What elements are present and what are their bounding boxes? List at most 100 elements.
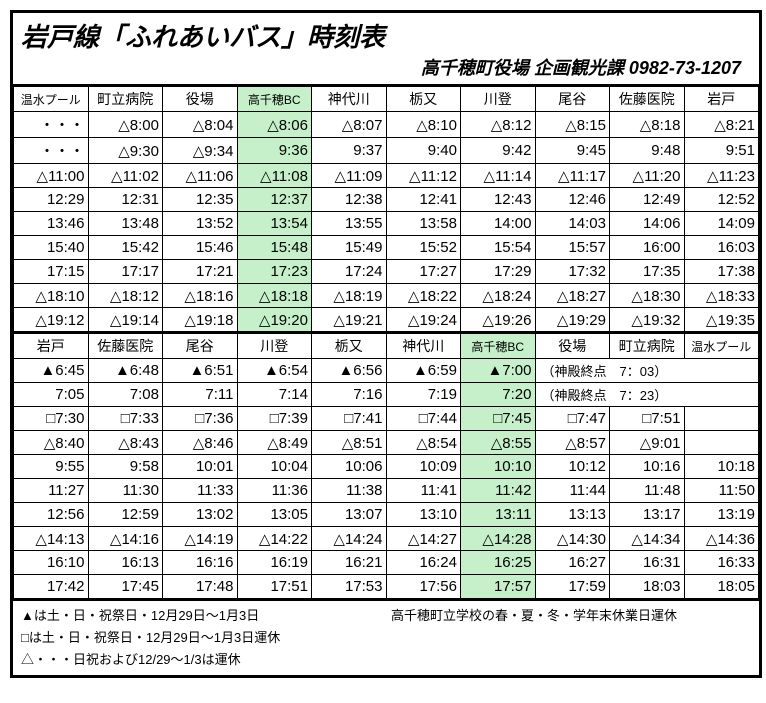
col-header: 川登: [461, 87, 536, 112]
time-cell: □7:30: [14, 407, 89, 431]
time-cell: 17:23: [237, 260, 312, 284]
table-row: 17:1517:1717:2117:2317:2417:2717:2917:32…: [14, 260, 759, 284]
time-cell: 12:31: [88, 188, 163, 212]
time-cell: 12:52: [684, 188, 759, 212]
time-cell: △9:34: [163, 138, 238, 164]
time-cell: ▲7:00: [461, 359, 536, 383]
table-row: △18:10△18:12△18:16△18:18△18:19△18:22△18:…: [14, 284, 759, 308]
table-row: □7:30□7:33□7:36□7:39□7:41□7:44□7:45□7:47…: [14, 407, 759, 431]
time-cell: △18:27: [535, 284, 610, 308]
table-row: ・・・△9:30△9:349:369:379:409:429:459:489:5…: [14, 138, 759, 164]
col-header: 尾谷: [535, 87, 610, 112]
time-cell: 13:48: [88, 212, 163, 236]
time-cell: ・・・: [14, 138, 89, 164]
time-cell: △14:36: [684, 527, 759, 551]
table-row: ・・・△8:00△8:04△8:06△8:07△8:10△8:12△8:15△8…: [14, 112, 759, 138]
time-cell: ▲6:45: [14, 359, 89, 383]
table-row: △11:00△11:02△11:06△11:08△11:09△11:12△11:…: [14, 164, 759, 188]
time-cell: 11:38: [312, 479, 387, 503]
time-cell: 13:05: [237, 503, 312, 527]
table-row: 15:4015:4215:4615:4815:4915:5215:5415:57…: [14, 236, 759, 260]
time-cell: 13:52: [163, 212, 238, 236]
col-header: 神代川: [386, 333, 461, 359]
col-header: 佐藤医院: [88, 333, 163, 359]
time-cell: ▲6:56: [312, 359, 387, 383]
time-cell: △11:14: [461, 164, 536, 188]
time-cell: △18:18: [237, 284, 312, 308]
time-cell: 16:21: [312, 551, 387, 575]
time-cell: 7:16: [312, 383, 387, 407]
time-cell: 9:45: [535, 138, 610, 164]
time-cell: △9:30: [88, 138, 163, 164]
time-cell: 12:29: [14, 188, 89, 212]
time-cell: 13:02: [163, 503, 238, 527]
time-cell: △19:12: [14, 308, 89, 332]
time-cell: 13:19: [684, 503, 759, 527]
time-cell: △19:32: [610, 308, 685, 332]
table-row: 11:2711:3011:3311:3611:3811:4111:4211:44…: [14, 479, 759, 503]
time-cell: 16:10: [14, 551, 89, 575]
time-cell: △11:12: [386, 164, 461, 188]
time-cell: △8:15: [535, 112, 610, 138]
time-cell: □7:33: [88, 407, 163, 431]
time-cell: △8:40: [14, 431, 89, 455]
col-header: 佐藤医院: [610, 87, 685, 112]
time-cell: 10:12: [535, 455, 610, 479]
time-cell: 7:14: [237, 383, 312, 407]
time-cell: △18:30: [610, 284, 685, 308]
time-cell: △14:19: [163, 527, 238, 551]
time-cell: △19:21: [312, 308, 387, 332]
time-cell: 17:24: [312, 260, 387, 284]
time-cell: ・・・: [14, 112, 89, 138]
time-cell: 10:06: [312, 455, 387, 479]
time-cell: △11:06: [163, 164, 238, 188]
table-row: ▲6:45▲6:48▲6:51▲6:54▲6:56▲6:59▲7:00（神殿終点…: [14, 359, 759, 383]
table-row: 16:1016:1316:1616:1916:2116:2416:2516:27…: [14, 551, 759, 575]
time-cell: 16:16: [163, 551, 238, 575]
time-cell: △8:04: [163, 112, 238, 138]
subtitle: 高千穂町役場 企画観光課 0982-73-1207: [21, 54, 751, 80]
time-cell: 13:58: [386, 212, 461, 236]
time-cell: △8:51: [312, 431, 387, 455]
time-cell: 16:03: [684, 236, 759, 260]
time-cell: △8:12: [461, 112, 536, 138]
time-cell: 16:25: [461, 551, 536, 575]
table-row: △19:12△19:14△19:18△19:20△19:21△19:24△19:…: [14, 308, 759, 332]
time-cell: 17:15: [14, 260, 89, 284]
time-cell: △18:12: [88, 284, 163, 308]
time-cell: 10:16: [610, 455, 685, 479]
time-cell: □7:36: [163, 407, 238, 431]
time-cell: 13:46: [14, 212, 89, 236]
time-cell: 17:57: [461, 575, 536, 599]
time-cell: △18:10: [14, 284, 89, 308]
time-cell: 15:48: [237, 236, 312, 260]
time-cell: 17:38: [684, 260, 759, 284]
time-cell: □7:44: [386, 407, 461, 431]
time-cell: 14:03: [535, 212, 610, 236]
col-header: 神代川: [312, 87, 387, 112]
time-cell: 11:42: [461, 479, 536, 503]
time-cell: 9:36: [237, 138, 312, 164]
table-row: 7:057:087:117:147:167:197:20（神殿終点 7：23）: [14, 383, 759, 407]
col-header: 高千穂BC: [461, 333, 536, 359]
time-cell: 7:08: [88, 383, 163, 407]
time-cell: 12:41: [386, 188, 461, 212]
time-cell: 13:07: [312, 503, 387, 527]
time-cell: 14:00: [461, 212, 536, 236]
legend: ▲は土・日・祝祭日・12月29日～1月3日 高千穂町立学校の春・夏・冬・学年末休…: [13, 599, 759, 675]
time-cell: 16:27: [535, 551, 610, 575]
time-cell: △8:18: [610, 112, 685, 138]
time-cell: 15:54: [461, 236, 536, 260]
time-cell: 14:06: [610, 212, 685, 236]
time-cell: 10:10: [461, 455, 536, 479]
legend-line-1b: 高千穂町立学校の春・夏・冬・学年末休業日運休: [391, 605, 677, 627]
time-cell: 17:59: [535, 575, 610, 599]
time-cell: 11:50: [684, 479, 759, 503]
time-cell: △14:34: [610, 527, 685, 551]
time-cell: 17:53: [312, 575, 387, 599]
col-header: 川登: [237, 333, 312, 359]
time-cell: 13:13: [535, 503, 610, 527]
time-cell: △11:17: [535, 164, 610, 188]
time-cell: 12:59: [88, 503, 163, 527]
col-header: 温水プール: [684, 333, 759, 359]
